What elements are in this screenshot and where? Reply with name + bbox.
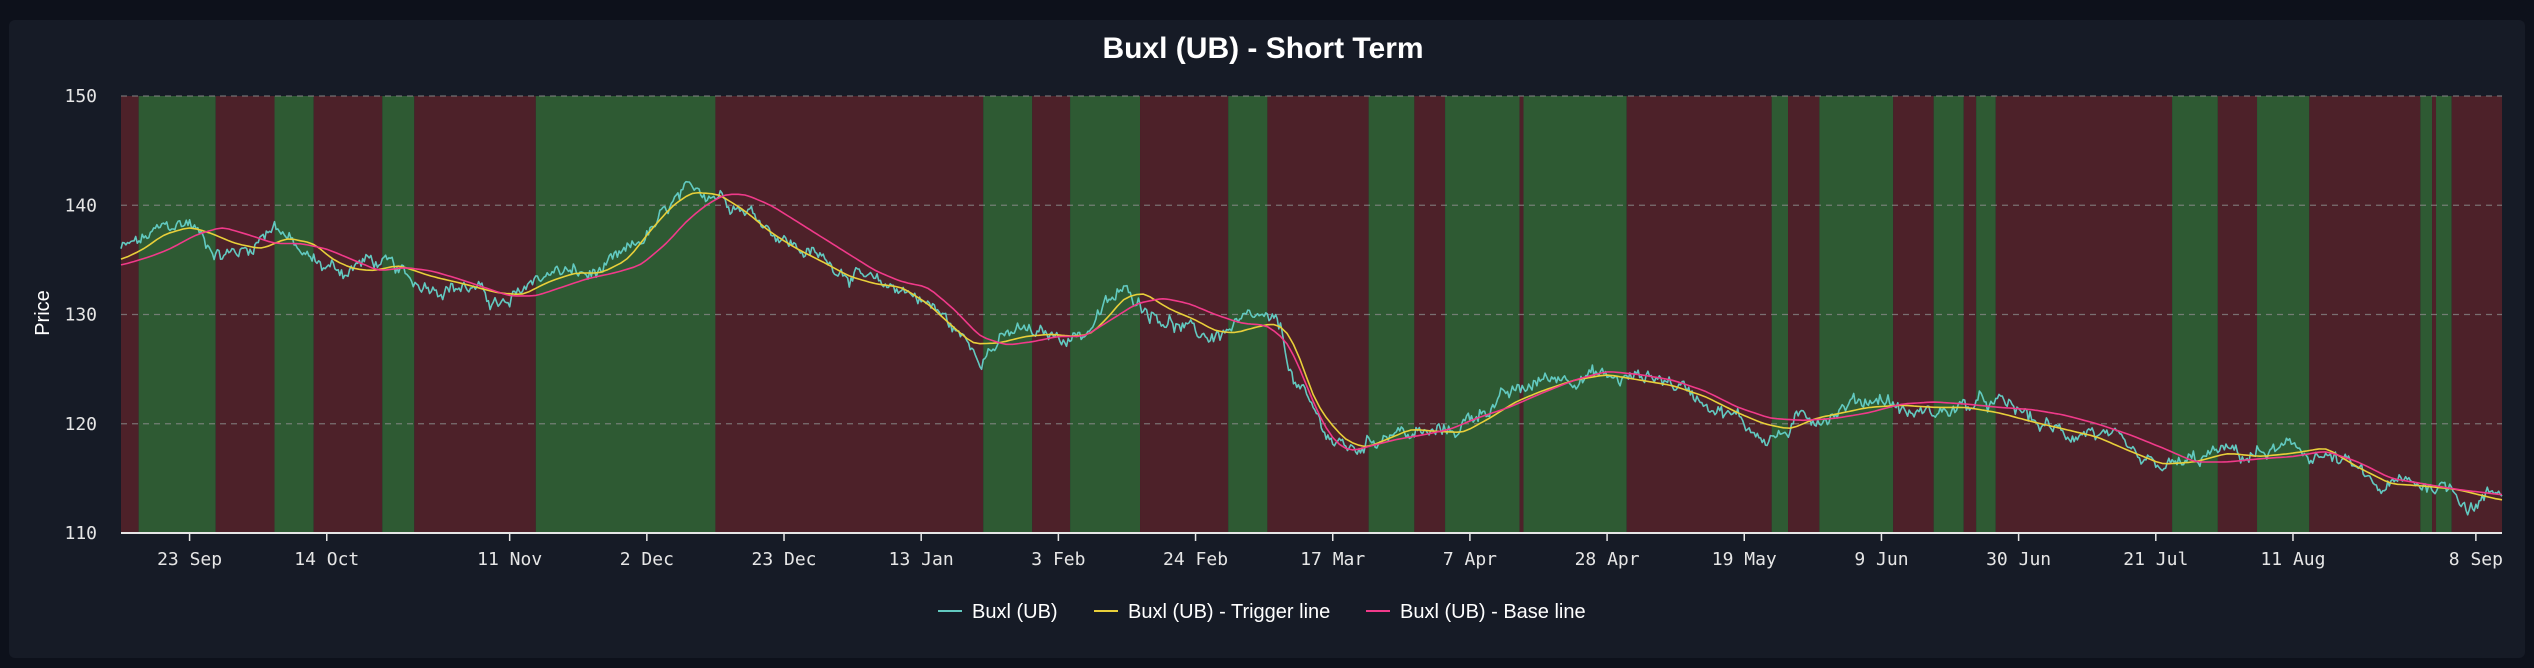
- x-tick-label: 24 Feb: [1163, 549, 1228, 570]
- x-tick-label: 3 Feb: [1031, 549, 1085, 570]
- gridlines: [121, 95, 2502, 425]
- chart-title: Buxl (UB) - Short Term: [1102, 32, 1423, 65]
- legend-label-1: Buxl (UB) - Trigger line: [1128, 601, 1330, 623]
- x-tick-label: 11 Nov: [477, 549, 542, 570]
- regime-band-bullish: [2420, 96, 2433, 533]
- series-line-1: [120, 191, 2503, 501]
- regime-band-bearish: [313, 96, 383, 533]
- legend: Buxl (UB) Buxl (UB) - Trigger line Buxl (U…: [938, 601, 1586, 623]
- x-tick-label: 28 Apr: [1575, 549, 1640, 570]
- y-axis-label: Price: [32, 290, 54, 336]
- x-tick-label: 17 Mar: [1300, 549, 1365, 570]
- x-tick-label: 19 May: [1712, 549, 1777, 570]
- x-tick-label: 23 Dec: [752, 549, 817, 570]
- y-tick-label: 140: [64, 195, 97, 216]
- x-tick-label: 21 Jul: [2123, 549, 2188, 570]
- regime-band-bullish: [274, 96, 314, 533]
- x-tick-label: 8 Sep: [2449, 549, 2503, 570]
- x-tick-label: 7 Apr: [1443, 549, 1497, 570]
- y-tick-label: 130: [64, 305, 97, 326]
- y-tick-label: 110: [64, 523, 97, 544]
- x-tick-label: 14 Oct: [294, 549, 359, 570]
- x-tick-label: 11 Aug: [2260, 549, 2325, 570]
- axes: 110 120 130 140 150 23 Sep 14 Oct 11 Nov 2 Dec 23…: [64, 86, 2502, 570]
- regime-band-bearish: [1788, 96, 1820, 533]
- regime-band-bearish: [1414, 96, 1446, 533]
- x-tick-label: 13 Jan: [889, 549, 954, 570]
- series-line-2: [120, 193, 2503, 496]
- legend-label-0: Buxl (UB): [972, 601, 1058, 623]
- x-tick-label: 2 Dec: [620, 549, 674, 570]
- x-tick-label: 23 Sep: [157, 549, 222, 570]
- x-tick-label: 9 Jun: [1854, 549, 1908, 570]
- y-tick-label: 150: [64, 86, 97, 107]
- series-lines: [120, 180, 2503, 516]
- regime-band-bearish: [1267, 96, 1369, 533]
- x-tick-label: 30 Jun: [1986, 549, 2051, 570]
- series-line-0: [120, 180, 2503, 516]
- legend-label-2: Buxl (UB) - Base line: [1400, 601, 1586, 623]
- y-tick-label: 120: [64, 414, 97, 435]
